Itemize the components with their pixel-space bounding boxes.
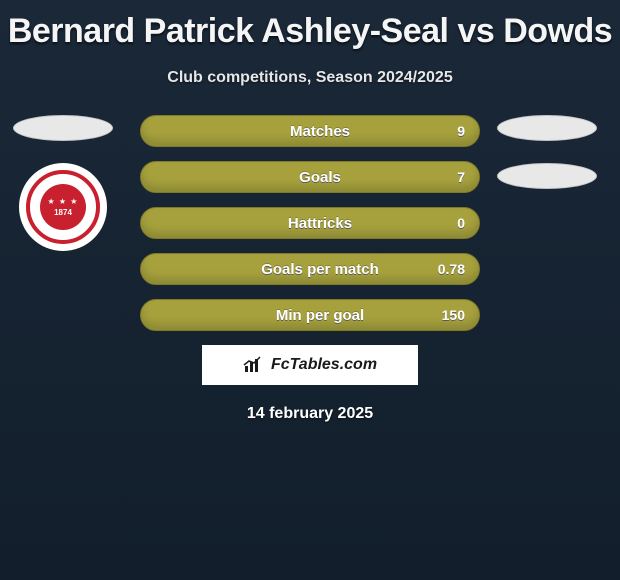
stat-row: Hattricks 0 <box>140 207 480 239</box>
stat-row: Goals per match 0.78 <box>140 253 480 285</box>
date-text: 14 february 2025 <box>0 405 620 423</box>
brand-text: FcTables.com <box>271 356 377 374</box>
stat-label: Goals <box>141 169 479 186</box>
stat-value: 150 <box>442 307 465 323</box>
left-player-column: ★ ★ ★ 1874 <box>8 115 118 251</box>
stats-rows: Matches 9 Goals 7 Hattricks 0 Goals per … <box>140 115 480 331</box>
stat-label: Hattricks <box>141 215 479 232</box>
bar-chart-icon <box>243 356 265 374</box>
subtitle: Club competitions, Season 2024/2025 <box>0 69 620 87</box>
stat-row: Min per goal 150 <box>140 299 480 331</box>
right-club-ellipse <box>497 163 597 189</box>
stat-row: Matches 9 <box>140 115 480 147</box>
stat-value: 0 <box>457 215 465 231</box>
stat-label: Min per goal <box>141 307 479 324</box>
stat-row: Goals 7 <box>140 161 480 193</box>
stat-value: 7 <box>457 169 465 185</box>
left-country-ellipse <box>13 115 113 141</box>
brand-box: FcTables.com <box>202 345 418 385</box>
badge-year: 1874 <box>54 208 72 217</box>
left-club-badge: ★ ★ ★ 1874 <box>19 163 107 251</box>
stat-label: Matches <box>141 123 479 140</box>
comparison-panel: ★ ★ ★ 1874 Matches 9 Goals 7 Hattricks 0… <box>0 115 620 331</box>
stat-value: 0.78 <box>438 261 465 277</box>
right-player-column <box>492 115 602 211</box>
stat-label: Goals per match <box>141 261 479 278</box>
badge-stars-icon: ★ ★ ★ <box>48 198 79 206</box>
page-title: Bernard Patrick Ashley-Seal vs Dowds <box>0 0 620 51</box>
right-country-ellipse <box>497 115 597 141</box>
stat-value: 9 <box>457 123 465 139</box>
